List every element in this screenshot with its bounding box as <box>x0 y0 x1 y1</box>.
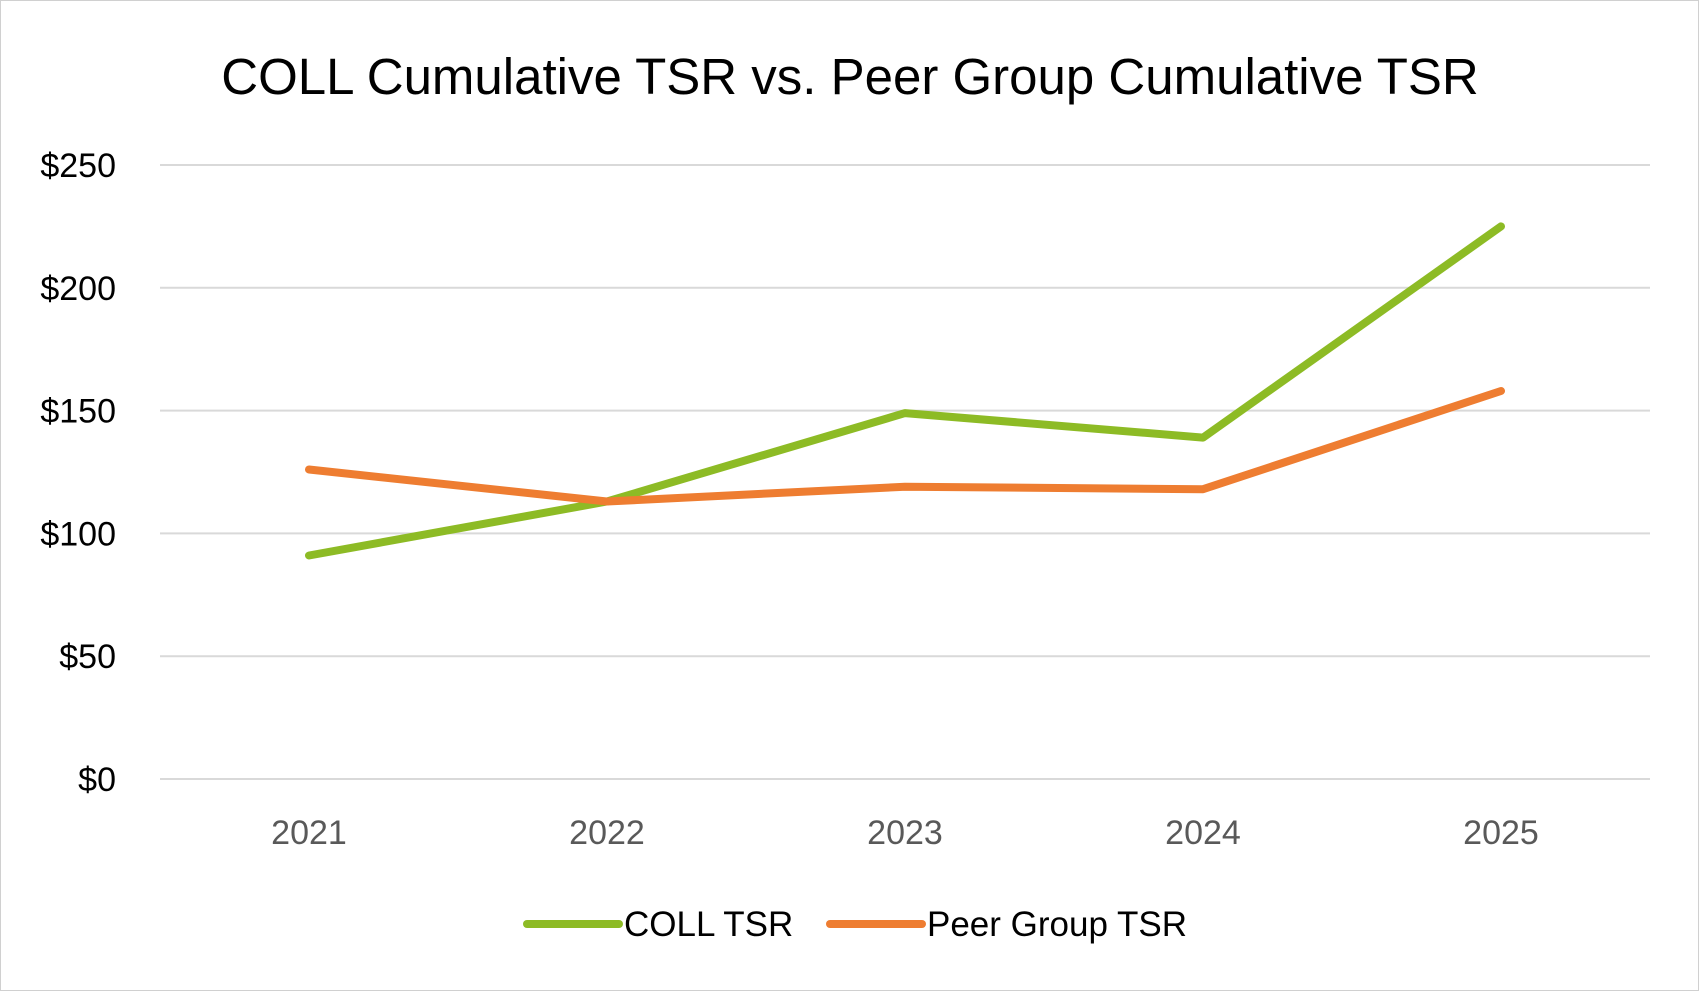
x-tick-label: 2022 <box>569 814 645 852</box>
x-tick-label: 2021 <box>271 814 347 852</box>
legend: COLL TSR Peer Group TSR <box>523 905 1187 944</box>
series-line-1 <box>305 387 1505 506</box>
legend-label: COLL TSR <box>624 905 793 944</box>
legend-label: Peer Group TSR <box>927 905 1187 944</box>
y-tick-label: $150 <box>40 393 116 431</box>
series-line-0 <box>305 222 1505 560</box>
x-axis-ticks: 2021 2022 2023 2024 2025 <box>271 814 1539 852</box>
x-tick-label: 2024 <box>1165 814 1241 852</box>
chart-title: COLL Cumulative TSR vs. Peer Group Cumul… <box>221 48 1479 105</box>
y-tick-label: $200 <box>40 270 116 308</box>
y-tick-label: $50 <box>59 638 116 676</box>
y-tick-label: $250 <box>40 147 116 185</box>
y-tick-label: $0 <box>78 761 116 799</box>
x-tick-label: 2023 <box>867 814 943 852</box>
y-tick-label: $100 <box>40 515 116 553</box>
y-axis-ticks: $0 $50 $100 $150 $200 $250 <box>40 147 116 799</box>
x-tick-label: 2025 <box>1463 814 1539 852</box>
series-lines <box>305 222 1505 560</box>
gridlines <box>160 164 1650 780</box>
